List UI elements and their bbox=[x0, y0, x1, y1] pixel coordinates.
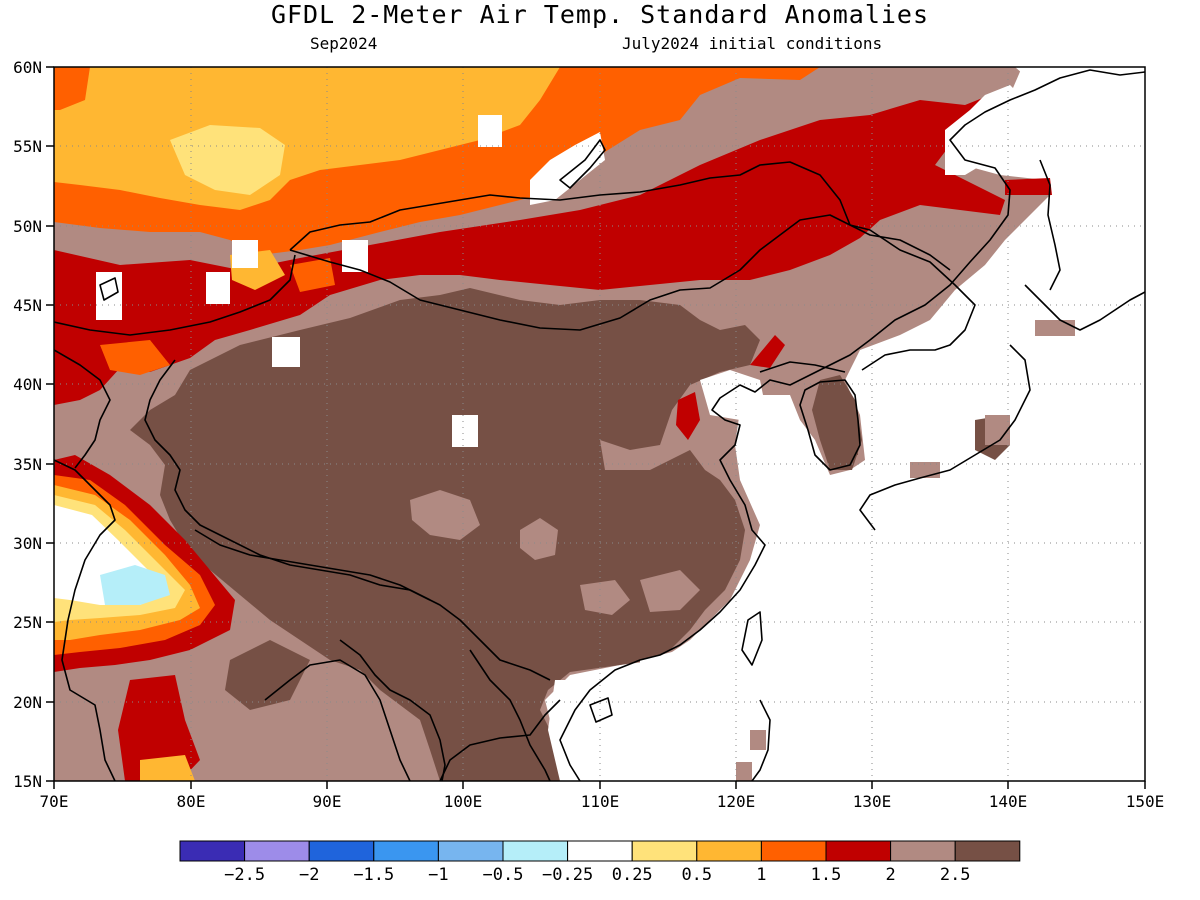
colorbar-label: −2 bbox=[299, 865, 319, 885]
colorbar-label: 1 bbox=[756, 865, 766, 885]
axis-ticks bbox=[46, 66, 1146, 789]
border-north-korea bbox=[759, 361, 846, 373]
anomaly-region-orange bbox=[54, 67, 560, 210]
anomaly-region-light-brown bbox=[410, 490, 480, 540]
lon-tick-label: 100E bbox=[444, 792, 483, 811]
colorbar-swatch bbox=[502, 840, 569, 862]
colorbar-label: −0.5 bbox=[483, 865, 524, 885]
initial-conditions: July2024 initial conditions bbox=[622, 34, 883, 53]
coastlines-borders bbox=[54, 69, 1145, 781]
coastline-japan bbox=[1024, 284, 1145, 331]
border-china-mongolia bbox=[289, 214, 951, 331]
lat-tick-label: 50N bbox=[13, 217, 42, 236]
border-kazakhstan bbox=[54, 254, 296, 336]
border-china-west bbox=[144, 359, 431, 601]
masked-cells bbox=[96, 67, 1145, 781]
colorbar-swatch bbox=[308, 840, 375, 862]
border-laos-vietnam bbox=[469, 649, 551, 781]
lon-tick-label: 120E bbox=[717, 792, 756, 811]
colorbar: −2.5 −2 −1.5 −1 −0.5 −0.25 0.25 0.5 1 1.5 2 2.5 bbox=[179, 840, 1021, 885]
border-pakistan bbox=[54, 349, 111, 469]
anomaly-region-light-blue bbox=[100, 565, 170, 605]
coastline-east-asia bbox=[559, 69, 1145, 781]
lat-tick-label: 45N bbox=[13, 296, 42, 315]
colorbar-label: 0.5 bbox=[681, 865, 712, 885]
lat-tick-label: 55N bbox=[13, 137, 42, 156]
colorbar-swatch bbox=[760, 840, 827, 862]
colorbar-swatch bbox=[696, 840, 762, 862]
anomaly-region-red bbox=[750, 335, 785, 368]
colorbar-label: −1 bbox=[428, 865, 448, 885]
lat-tick-label: 25N bbox=[13, 613, 42, 632]
colorbar-swatch bbox=[631, 840, 698, 862]
colorbar-label: 1.5 bbox=[811, 865, 842, 885]
anomaly-region-light-brown bbox=[640, 570, 700, 612]
lat-tick-label: 40N bbox=[13, 375, 42, 394]
anomaly-region-orange-red bbox=[290, 258, 335, 292]
border-china-russia-east bbox=[849, 224, 976, 371]
colorbar-label: 2.5 bbox=[940, 865, 971, 885]
anomaly-region-light-brown bbox=[520, 518, 558, 560]
colorbar-swatch bbox=[890, 840, 956, 862]
colorbar-label: −0.25 bbox=[542, 865, 593, 885]
lat-tick-label: 60N bbox=[13, 58, 42, 77]
anomaly-region-red bbox=[676, 392, 700, 440]
anomaly-region-red bbox=[1005, 178, 1052, 195]
colorbar-label: −1.5 bbox=[353, 865, 394, 885]
lon-tick-label: 90E bbox=[313, 792, 342, 811]
lon-tick-label: 80E bbox=[177, 792, 206, 811]
anomaly-region-red bbox=[54, 95, 1010, 405]
coastline-korea bbox=[799, 379, 861, 471]
lat-tick-label: 20N bbox=[13, 693, 42, 712]
map-title: GFDL 2-Meter Air Temp. Standard Anomalie… bbox=[270, 0, 930, 29]
lon-tick-label: 130E bbox=[853, 792, 892, 811]
border-mongolia-russia bbox=[289, 161, 851, 251]
border-himalaya bbox=[194, 529, 551, 681]
anomaly-region-dark-brown bbox=[225, 640, 310, 710]
coastline-bay-of-bengal bbox=[264, 659, 411, 781]
valid-month: Sep2024 bbox=[310, 34, 378, 53]
coastline-india bbox=[54, 459, 116, 781]
anomaly-region-orange-red bbox=[54, 67, 90, 110]
colorbar-swatch bbox=[179, 840, 246, 862]
colorbar-label: −2.5 bbox=[224, 865, 265, 885]
lon-tick-label: 140E bbox=[989, 792, 1028, 811]
colorbar-label: 0.25 bbox=[612, 865, 653, 885]
coastline-japan-honshu bbox=[859, 344, 1031, 531]
colorbar-swatch bbox=[825, 840, 892, 862]
colorbar-label: 2 bbox=[885, 865, 895, 885]
colorbar-swatch bbox=[567, 840, 633, 862]
lon-tick-label: 70E bbox=[40, 792, 69, 811]
coastline-indochina bbox=[439, 699, 561, 781]
lat-tick-label: 30N bbox=[13, 534, 42, 553]
lake-balkhash bbox=[99, 277, 119, 301]
coastline-taiwan bbox=[741, 611, 763, 666]
colorbar-swatch bbox=[954, 840, 1021, 862]
lon-tick-label: 150E bbox=[1126, 792, 1165, 811]
anomaly-region-orange-red bbox=[100, 340, 170, 375]
coastline-sakhalin bbox=[1039, 159, 1061, 291]
lake-baikal bbox=[559, 139, 606, 189]
colorbar-swatch bbox=[373, 840, 439, 862]
anomaly-region-orange bbox=[140, 755, 195, 781]
lat-tick-label: 15N bbox=[13, 772, 42, 791]
anomaly-region-light-brown bbox=[580, 580, 630, 615]
lon-labels: 70E 80E 90E 100E 110E 120E 130E 140E 150… bbox=[40, 792, 1165, 811]
coastline-philippines bbox=[751, 699, 771, 781]
border-myanmar bbox=[339, 639, 446, 781]
colorbar-swatch bbox=[437, 840, 504, 862]
colorbar-swatch bbox=[244, 840, 310, 862]
anomaly-region-light-yellow bbox=[170, 125, 285, 195]
anomaly-fields bbox=[54, 67, 1145, 781]
lat-tick-label: 35N bbox=[13, 455, 42, 474]
lon-tick-label: 110E bbox=[581, 792, 620, 811]
coastline-hainan bbox=[589, 697, 613, 723]
lat-labels: 15N 20N 25N 30N 35N 40N 45N 50N 55N 60N bbox=[13, 58, 42, 791]
